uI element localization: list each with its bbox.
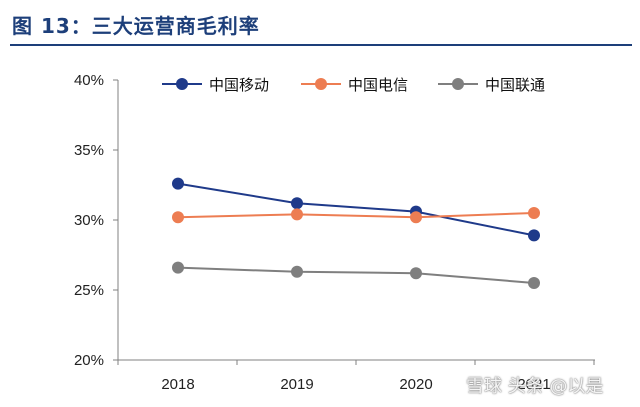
series-line — [177, 212, 535, 219]
data-point — [291, 208, 303, 221]
data-point — [410, 211, 422, 224]
y-tick-label: 30% — [74, 212, 104, 229]
legend-swatch-marker — [176, 78, 188, 90]
y-tick-label: 25% — [74, 282, 104, 299]
y-tick-label: 35% — [74, 142, 104, 159]
data-point — [528, 229, 540, 242]
data-point — [291, 265, 303, 278]
title-underline — [10, 44, 632, 46]
data-point — [528, 277, 540, 289]
chart-title: 图 13：三大运营商毛利率 — [12, 14, 260, 38]
legend-swatch-marker — [315, 78, 327, 90]
figure-header: 图 13：三大运营商毛利率 — [0, 0, 640, 46]
legend-label: 中国电信 — [348, 76, 408, 94]
data-point — [172, 177, 184, 190]
y-tick-label: 40% — [74, 72, 104, 89]
x-tick-label: 2018 — [161, 376, 194, 393]
y-tick-label: 20% — [74, 352, 104, 369]
data-point — [528, 207, 540, 219]
data-point — [172, 211, 184, 224]
x-tick-label: 2021 — [517, 376, 550, 393]
series-line — [177, 182, 535, 237]
data-point — [291, 197, 303, 210]
watermark: 雪球 头条 @以是 — [466, 376, 604, 397]
series-line — [177, 266, 535, 284]
data-point — [410, 267, 422, 280]
x-tick-label: 2020 — [399, 376, 432, 393]
legend-label: 中国移动 — [209, 76, 269, 94]
x-tick-label: 2019 — [280, 376, 313, 393]
legend-swatch-marker — [452, 78, 464, 90]
legend-label: 中国联通 — [485, 76, 545, 94]
data-point — [172, 261, 184, 274]
